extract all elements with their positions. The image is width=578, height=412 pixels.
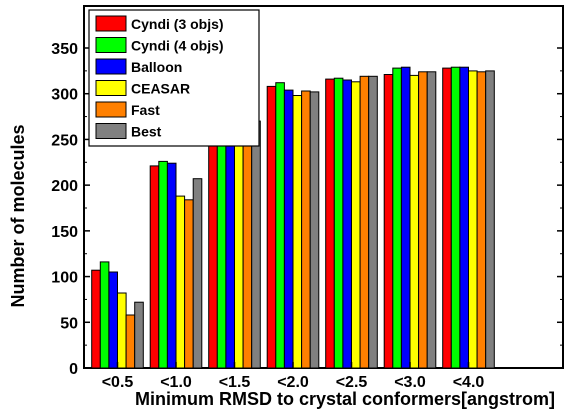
bar xyxy=(368,75,378,369)
bar xyxy=(400,66,411,369)
y-tick-label: 0 xyxy=(69,361,78,378)
bar xyxy=(359,75,370,369)
bar xyxy=(476,71,487,369)
bar xyxy=(342,79,352,369)
y-tick-label: 50 xyxy=(60,315,78,332)
bar xyxy=(392,67,402,369)
legend-swatch xyxy=(95,101,127,118)
x-tick-label: <2.5 xyxy=(336,374,368,391)
bar xyxy=(184,199,194,369)
x-axis-title: Minimum RMSD to crystal conformers[angst… xyxy=(135,389,555,409)
bar xyxy=(409,74,420,369)
bar xyxy=(283,89,294,369)
bar xyxy=(325,78,335,369)
bar xyxy=(292,95,303,369)
bar xyxy=(208,107,218,369)
bar xyxy=(351,81,361,369)
legend-swatch xyxy=(95,123,127,139)
y-tick-label: 150 xyxy=(51,224,78,241)
bar xyxy=(459,66,469,369)
bar xyxy=(426,71,437,369)
legend-label: Cyndi (4 objs) xyxy=(131,38,224,54)
y-tick-label: 200 xyxy=(51,178,78,195)
y-tick-label: 100 xyxy=(51,270,78,287)
bar xyxy=(275,82,285,369)
bar xyxy=(450,66,461,369)
legend-label: Cyndi (3 objs) xyxy=(131,16,224,32)
bar xyxy=(134,301,144,369)
bar xyxy=(309,91,320,369)
x-tick-label: <1.0 xyxy=(160,374,192,391)
bar xyxy=(99,261,110,369)
bar xyxy=(166,162,177,369)
bar xyxy=(251,120,261,369)
bar xyxy=(418,71,428,369)
bar xyxy=(117,292,127,369)
bar xyxy=(216,109,227,369)
bar xyxy=(225,115,235,369)
bar xyxy=(91,269,101,369)
bar xyxy=(442,67,452,369)
legend-label: Fast xyxy=(131,102,160,118)
y-tick-label: 300 xyxy=(51,87,78,104)
bar xyxy=(234,124,244,369)
x-tick-label: <0.5 xyxy=(102,374,134,391)
legend-swatch xyxy=(95,58,127,75)
y-axis-title: Number of molecules xyxy=(8,124,28,307)
plot-area xyxy=(83,5,564,369)
bar xyxy=(125,314,136,369)
bar xyxy=(158,160,168,369)
bar xyxy=(485,70,495,369)
legend-label: CEASAR xyxy=(131,81,190,97)
plot-border xyxy=(83,5,564,369)
legend-swatch xyxy=(95,15,127,32)
x-tick-label: <4.0 xyxy=(453,374,485,391)
legend-label: Best xyxy=(131,124,162,140)
bar xyxy=(266,85,277,369)
x-tick-label: <2.0 xyxy=(277,374,309,391)
legend-swatch xyxy=(95,80,127,96)
bar xyxy=(301,90,311,369)
y-tick-label: 250 xyxy=(51,132,78,149)
bar xyxy=(383,74,394,369)
axes-group: 0 50 100 150 200 250 300 350 <0.5 <1.0 <1.5 <2.0 <2.… xyxy=(51,41,563,391)
legend: Cyndi (3 objs) Cyndi (4 objs) Balloon CEASA… xyxy=(88,9,260,147)
bar xyxy=(175,195,186,369)
bar xyxy=(192,178,203,369)
legend-swatch xyxy=(95,37,127,53)
bar xyxy=(108,271,119,369)
bar xyxy=(333,77,344,369)
bars-group xyxy=(91,66,495,369)
legend-label: Balloon xyxy=(131,59,182,75)
bar xyxy=(468,70,478,369)
bar xyxy=(242,117,253,369)
x-tick-label: <3.0 xyxy=(394,374,426,391)
x-tick-label: <1.5 xyxy=(219,374,251,391)
bar xyxy=(149,165,160,369)
y-tick-label: 350 xyxy=(51,41,78,58)
